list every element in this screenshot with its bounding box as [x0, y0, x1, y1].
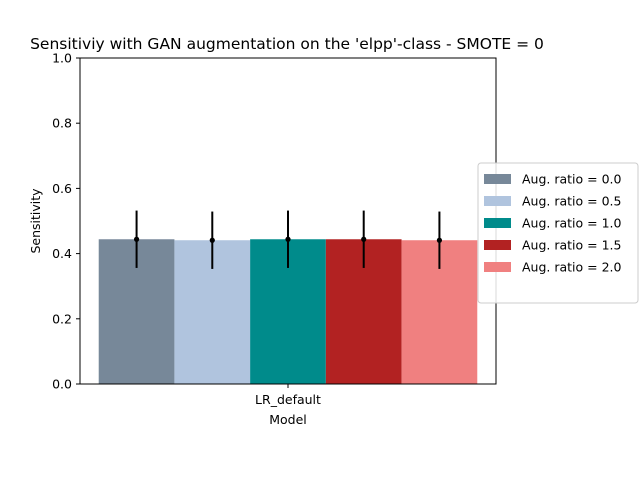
legend-swatch	[484, 174, 511, 184]
mean-point-series-3	[361, 236, 367, 242]
x-axis: LR_default	[255, 384, 321, 407]
legend-swatch	[484, 240, 511, 250]
mean-point-series-1	[209, 237, 215, 243]
legend-swatch	[484, 262, 511, 272]
mean-point-series-0	[133, 236, 140, 242]
legend-label: Aug. ratio = 2.0	[522, 260, 622, 275]
y-axis-label: Sensitivity	[28, 188, 43, 254]
y-tick-label: 0.0	[52, 377, 72, 392]
legend: Aug. ratio = 0.0 Aug. ratio = 0.5 Aug. rat…	[477, 162, 639, 304]
legend-box	[477, 162, 639, 304]
legend-label: Aug. ratio = 1.0	[522, 216, 622, 231]
y-tick-label: 1.0	[52, 51, 72, 66]
legend-label: Aug. ratio = 1.5	[522, 238, 621, 253]
x-axis-label: Model	[269, 412, 307, 427]
mean-point-series-2	[285, 236, 291, 242]
y-tick-label: 0.6	[52, 181, 72, 196]
y-tick-label: 0.2	[52, 311, 72, 326]
legend-label: Aug. ratio = 0.0	[522, 172, 622, 187]
error-bars-group	[133, 210, 443, 269]
y-axis: 0.0 0.2 0.4 0.6 0.8 1.0	[52, 51, 80, 392]
x-tick-label: LR_default	[255, 392, 321, 407]
chart-title: Sensitiviy with GAN augmentation on the …	[30, 35, 544, 53]
legend-swatch	[484, 196, 511, 206]
y-tick-label: 0.4	[52, 246, 72, 261]
mean-point-series-4	[436, 237, 443, 243]
legend-label: Aug. ratio = 0.5	[522, 194, 621, 209]
legend-swatch	[484, 218, 511, 228]
y-tick-label: 0.8	[52, 116, 72, 131]
